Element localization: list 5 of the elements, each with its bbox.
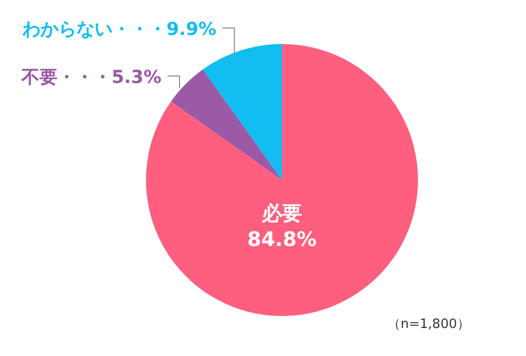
- text: （n=1,800）: [388, 317, 470, 332]
- slice-label: 必要: [261, 201, 302, 225]
- data-label: 84.8%: [247, 227, 317, 251]
- slice-label: 不要・・・5.3%: [20, 67, 162, 88]
- slice-label: わからない・・・9.9%: [21, 19, 216, 40]
